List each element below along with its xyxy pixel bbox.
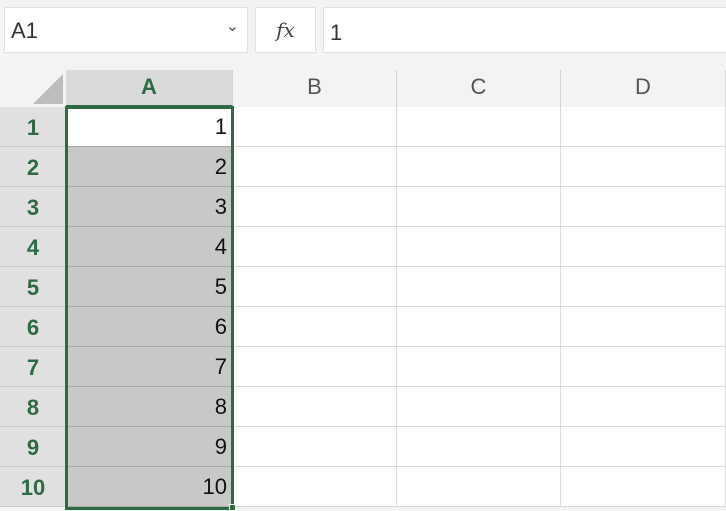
cell-c3[interactable] — [397, 187, 561, 227]
cell-d9[interactable] — [561, 427, 726, 467]
cell-a4[interactable]: 4 — [66, 227, 233, 267]
name-box[interactable]: A1 ⌄ — [4, 7, 248, 53]
cell-d8[interactable] — [561, 387, 726, 427]
insert-function-button[interactable]: fx — [255, 7, 316, 53]
cell-b7[interactable] — [233, 347, 397, 387]
cell-a6[interactable]: 6 — [66, 307, 233, 347]
name-box-value: A1 — [11, 18, 38, 43]
cell-d5[interactable] — [561, 267, 726, 307]
cell-d10[interactable] — [561, 467, 726, 507]
select-all-triangle-icon — [33, 74, 63, 104]
cell-b4[interactable] — [233, 227, 397, 267]
cell-a9[interactable]: 9 — [66, 427, 233, 467]
cell-a1[interactable]: 1 — [66, 107, 233, 147]
formula-input[interactable]: 1 — [323, 7, 726, 53]
cell-b3[interactable] — [233, 187, 397, 227]
row-header-9[interactable]: 9 — [0, 427, 66, 467]
cell-b1[interactable] — [233, 107, 397, 147]
cell-d3[interactable] — [561, 187, 726, 227]
row-header-3[interactable]: 3 — [0, 187, 66, 227]
cell-c5[interactable] — [397, 267, 561, 307]
cell-c10[interactable] — [397, 467, 561, 507]
row-header-1[interactable]: 1 — [0, 107, 66, 147]
cell-a3[interactable]: 3 — [66, 187, 233, 227]
cell-b5[interactable] — [233, 267, 397, 307]
cell-c6[interactable] — [397, 307, 561, 347]
cell-b6[interactable] — [233, 307, 397, 347]
column-header-a[interactable]: A — [66, 70, 233, 107]
cell-d2[interactable] — [561, 147, 726, 187]
column-header-c[interactable]: C — [397, 70, 561, 107]
row-header-10[interactable]: 10 — [0, 467, 66, 507]
cell-a5[interactable]: 5 — [66, 267, 233, 307]
cell-d6[interactable] — [561, 307, 726, 347]
column-header-d[interactable]: D — [561, 70, 726, 107]
cell-a7[interactable]: 7 — [66, 347, 233, 387]
row-header-6[interactable]: 6 — [0, 307, 66, 347]
row-header-4[interactable]: 4 — [0, 227, 66, 267]
cell-b8[interactable] — [233, 387, 397, 427]
row-header-7[interactable]: 7 — [0, 347, 66, 387]
row-header-5[interactable]: 5 — [0, 267, 66, 307]
cell-c1[interactable] — [397, 107, 561, 147]
cell-a8[interactable]: 8 — [66, 387, 233, 427]
column-header-b[interactable]: B — [233, 70, 397, 107]
cell-c2[interactable] — [397, 147, 561, 187]
cell-c7[interactable] — [397, 347, 561, 387]
cell-c9[interactable] — [397, 427, 561, 467]
cell-a10[interactable]: 10 — [66, 467, 233, 507]
chevron-down-icon[interactable]: ⌄ — [225, 18, 239, 35]
cell-c8[interactable] — [397, 387, 561, 427]
cell-d4[interactable] — [561, 227, 726, 267]
select-all-button[interactable] — [0, 70, 66, 107]
cell-d7[interactable] — [561, 347, 726, 387]
cell-a2[interactable]: 2 — [66, 147, 233, 187]
row-header-8[interactable]: 8 — [0, 387, 66, 427]
cell-b10[interactable] — [233, 467, 397, 507]
cell-d1[interactable] — [561, 107, 726, 147]
cell-b9[interactable] — [233, 427, 397, 467]
cell-b2[interactable] — [233, 147, 397, 187]
row-header-2[interactable]: 2 — [0, 147, 66, 187]
cell-c4[interactable] — [397, 227, 561, 267]
